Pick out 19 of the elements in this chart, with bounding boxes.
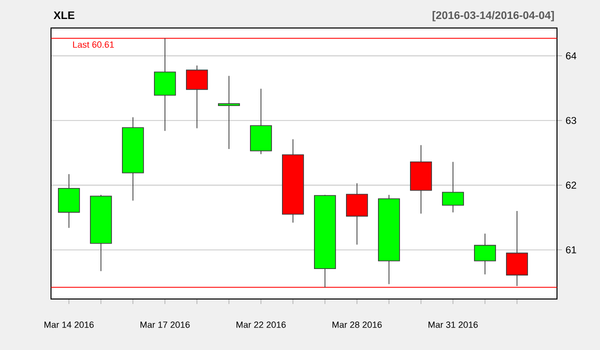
x-tick-label: Mar 14 2016 [44,322,94,328]
chart-subtitle: [2016-03-14/2016-04-04] [432,11,554,22]
candlestick [186,65,208,129]
x-tick-label: Mar 31 2016 [428,322,478,328]
y-tick-label: 62 [566,182,576,189]
y-tick-label: 64 [566,52,576,60]
y-tick-label: 61 [566,246,576,254]
candlestick [58,174,80,228]
chart-title: XLE [54,11,74,19]
candlestick [474,233,496,275]
y-tick-label: 63 [566,116,576,124]
annotation: Last 60.61 [73,41,114,48]
candlestick [442,161,464,213]
x-tick-label: Mar 28 2016 [332,322,382,328]
candlestick [154,38,176,132]
x-tick-label: Mar 22 2016 [236,322,286,328]
candlestick [218,75,240,150]
candlestick [346,182,368,246]
x-tick-label: Mar 17 2016 [140,322,190,328]
